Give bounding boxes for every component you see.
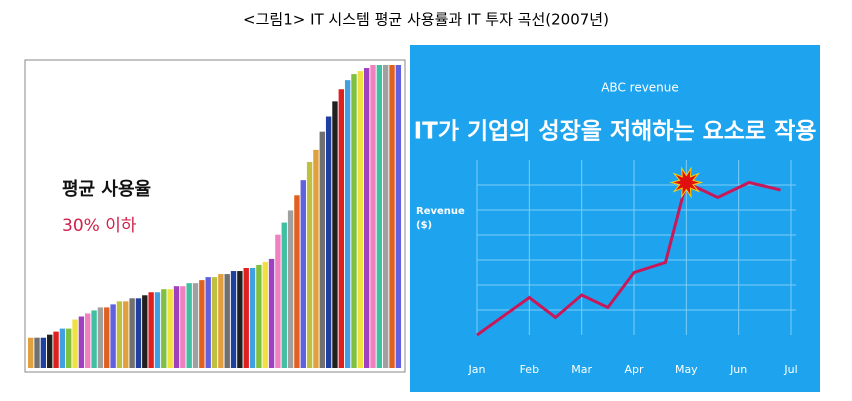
bar bbox=[332, 101, 338, 369]
annotation: IT가 기업의 성장을 저해하는 요소로 작용 bbox=[414, 119, 817, 145]
bar bbox=[376, 65, 383, 368]
bar bbox=[205, 277, 211, 368]
bar bbox=[199, 280, 205, 368]
right-panel bbox=[410, 45, 820, 392]
bar bbox=[91, 310, 97, 368]
x-tick-label: Mar bbox=[571, 363, 592, 376]
bar bbox=[357, 71, 364, 368]
bar bbox=[123, 301, 129, 368]
bar bbox=[167, 289, 173, 368]
bar bbox=[275, 234, 281, 368]
bar bbox=[287, 210, 294, 368]
bar bbox=[142, 295, 148, 368]
bar bbox=[173, 286, 180, 368]
bar bbox=[224, 274, 230, 368]
bar bbox=[47, 334, 53, 368]
x-tick-label: Feb bbox=[520, 363, 539, 376]
bar bbox=[344, 80, 351, 369]
caption: <그림1> IT 시스템 평균 사용률과 IT 투자 곡선(2007년) bbox=[243, 11, 609, 29]
bar bbox=[72, 319, 78, 368]
bar bbox=[338, 89, 344, 369]
bar bbox=[110, 304, 116, 368]
bar bbox=[59, 328, 66, 368]
bar bbox=[249, 268, 256, 368]
bar bbox=[53, 331, 59, 368]
bar bbox=[351, 74, 357, 368]
bar bbox=[211, 277, 218, 368]
bar bbox=[306, 161, 313, 368]
bar bbox=[66, 328, 72, 368]
bar bbox=[116, 301, 123, 368]
line bbox=[476, 180, 781, 337]
bar bbox=[218, 274, 224, 368]
bar bbox=[180, 286, 186, 368]
y-axis-label: Revenue ($) bbox=[416, 206, 465, 231]
bar bbox=[256, 264, 262, 368]
bar bbox=[129, 298, 135, 368]
bar bbox=[186, 283, 192, 368]
bar bbox=[395, 65, 402, 368]
bar bbox=[300, 180, 306, 368]
bar bbox=[97, 307, 104, 368]
bar bbox=[281, 222, 287, 368]
bar bbox=[230, 271, 237, 368]
bar bbox=[161, 289, 167, 368]
bar bbox=[78, 316, 85, 368]
bar bbox=[237, 271, 243, 368]
x-tick-label: Jul bbox=[783, 363, 797, 376]
x-tick-label: Apr bbox=[624, 363, 644, 376]
bar bbox=[268, 258, 275, 368]
bar bbox=[28, 337, 34, 368]
x-tick-label: Jun bbox=[729, 363, 747, 376]
bar bbox=[325, 116, 332, 368]
bar bbox=[313, 149, 319, 368]
annotation: 평균 사용율 bbox=[62, 179, 151, 200]
bar bbox=[243, 268, 249, 368]
bar bbox=[34, 337, 40, 368]
bar bbox=[370, 65, 376, 368]
bar bbox=[192, 283, 199, 368]
bar bbox=[148, 292, 154, 368]
bar bbox=[104, 307, 110, 368]
bar bbox=[382, 65, 389, 368]
bar bbox=[85, 313, 91, 368]
bar bbox=[363, 68, 370, 368]
x-tick-label: May bbox=[675, 363, 698, 376]
bar bbox=[389, 65, 395, 368]
bar bbox=[319, 131, 325, 368]
x-tick-label: Jan bbox=[468, 363, 486, 376]
bar bbox=[154, 292, 161, 368]
bar bbox=[135, 298, 142, 368]
bar bbox=[40, 337, 47, 368]
bar bbox=[262, 261, 268, 368]
chart-title: ABC revenue bbox=[601, 81, 679, 95]
burst bbox=[669, 166, 704, 199]
annotation: 30% 이하 bbox=[62, 216, 137, 236]
bar bbox=[294, 195, 300, 368]
